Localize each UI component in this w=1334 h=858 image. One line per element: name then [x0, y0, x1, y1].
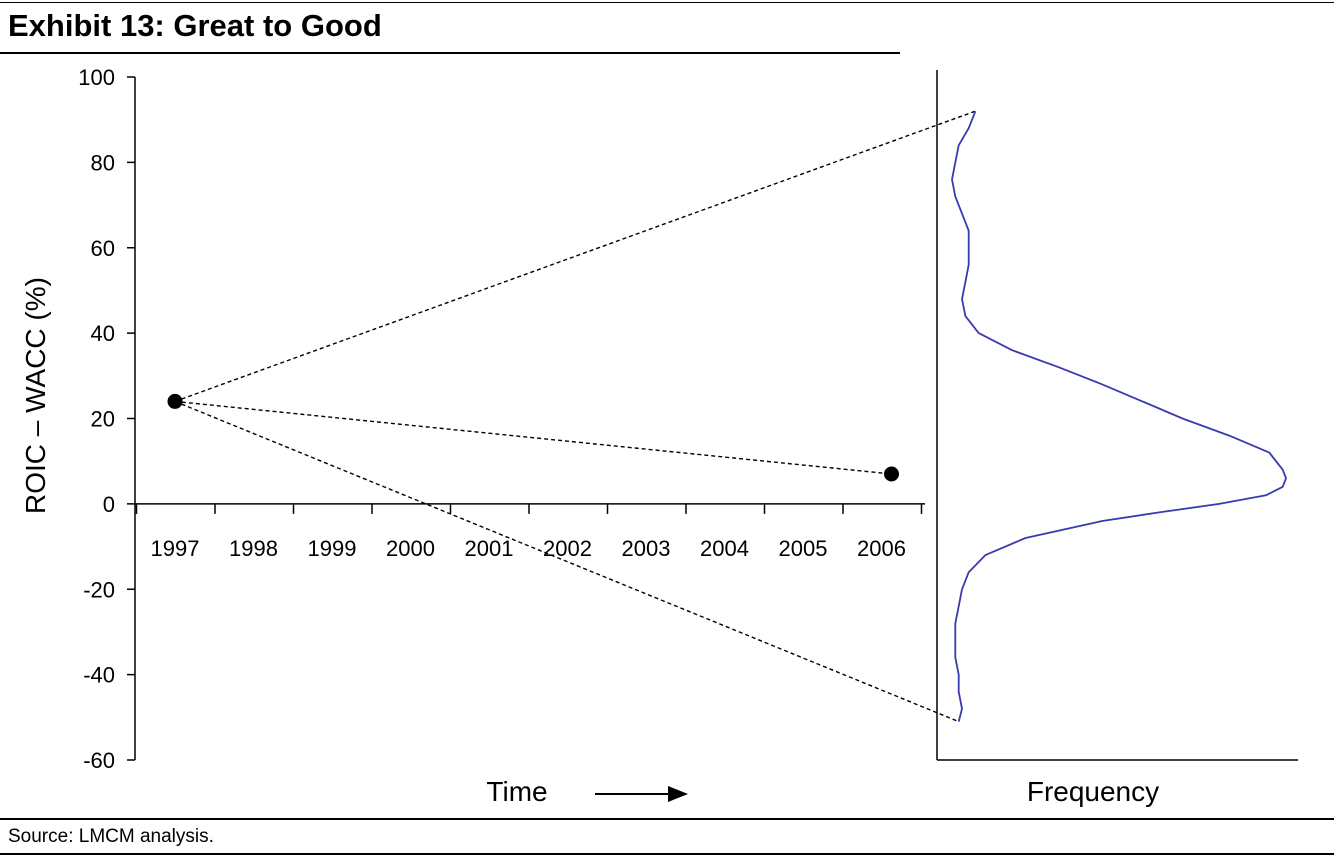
x-tick-label: 1999: [308, 536, 357, 561]
y-tick-label: 100: [78, 65, 115, 90]
y-tick-label: 60: [91, 236, 115, 261]
y-tick-label: 40: [91, 321, 115, 346]
y-tick-label: -20: [83, 577, 115, 602]
density-curve: [951, 110, 1287, 722]
x-tick-label: 2002: [543, 536, 592, 561]
guide-line: [174, 400, 892, 475]
x-tick-label: 2006: [857, 536, 906, 561]
x-tick-label: 1998: [229, 536, 278, 561]
time-axes: 100 80 60 40 20 0 -20 -40 -60 1997 1998 1999 2000 200…: [78, 65, 925, 773]
guide-lines: [174, 110, 976, 723]
x-tick-label: 2005: [779, 536, 828, 561]
frequency-axis-title: Frequency: [1027, 776, 1159, 807]
data-point: [884, 466, 899, 482]
x-tick-label: 2004: [700, 536, 749, 561]
chart-area: 100 80 60 40 20 0 -20 -40 -60 1997 1998 1999 2000 200…: [20, 65, 1298, 807]
arrow-right-icon: [668, 786, 688, 802]
frequency-distribution: [951, 110, 1287, 722]
y-tick-label: 80: [91, 150, 115, 175]
x-axis-title: Time: [486, 776, 547, 807]
source-note: Source: LMCM analysis.: [8, 826, 214, 847]
page-title: Exhibit 13: Great to Good: [8, 8, 382, 43]
data-point: [167, 393, 183, 409]
data-points: [167, 393, 899, 482]
bottom-rule: [0, 853, 1334, 855]
y-tick-label: -40: [83, 663, 115, 688]
y-tick-label: 20: [91, 407, 115, 432]
x-tick-label: 2001: [465, 536, 514, 561]
x-tick-label: 1997: [151, 536, 200, 561]
guide-line: [174, 110, 976, 403]
guide-line: [174, 400, 959, 723]
y-tick-label: 0: [103, 492, 115, 517]
x-tick-label: 2003: [622, 536, 671, 561]
title-rule: [0, 52, 900, 54]
axis-titles: ROIC – WACC (%) Time Frequency: [20, 277, 1159, 807]
source-rule: [0, 818, 1334, 820]
y-tick-label: -60: [83, 748, 115, 773]
top-rule: [0, 2, 1334, 3]
y-axis-title: ROIC – WACC (%): [20, 277, 51, 514]
frequency-axes: [936, 70, 1298, 761]
x-tick-label: 2000: [386, 536, 435, 561]
